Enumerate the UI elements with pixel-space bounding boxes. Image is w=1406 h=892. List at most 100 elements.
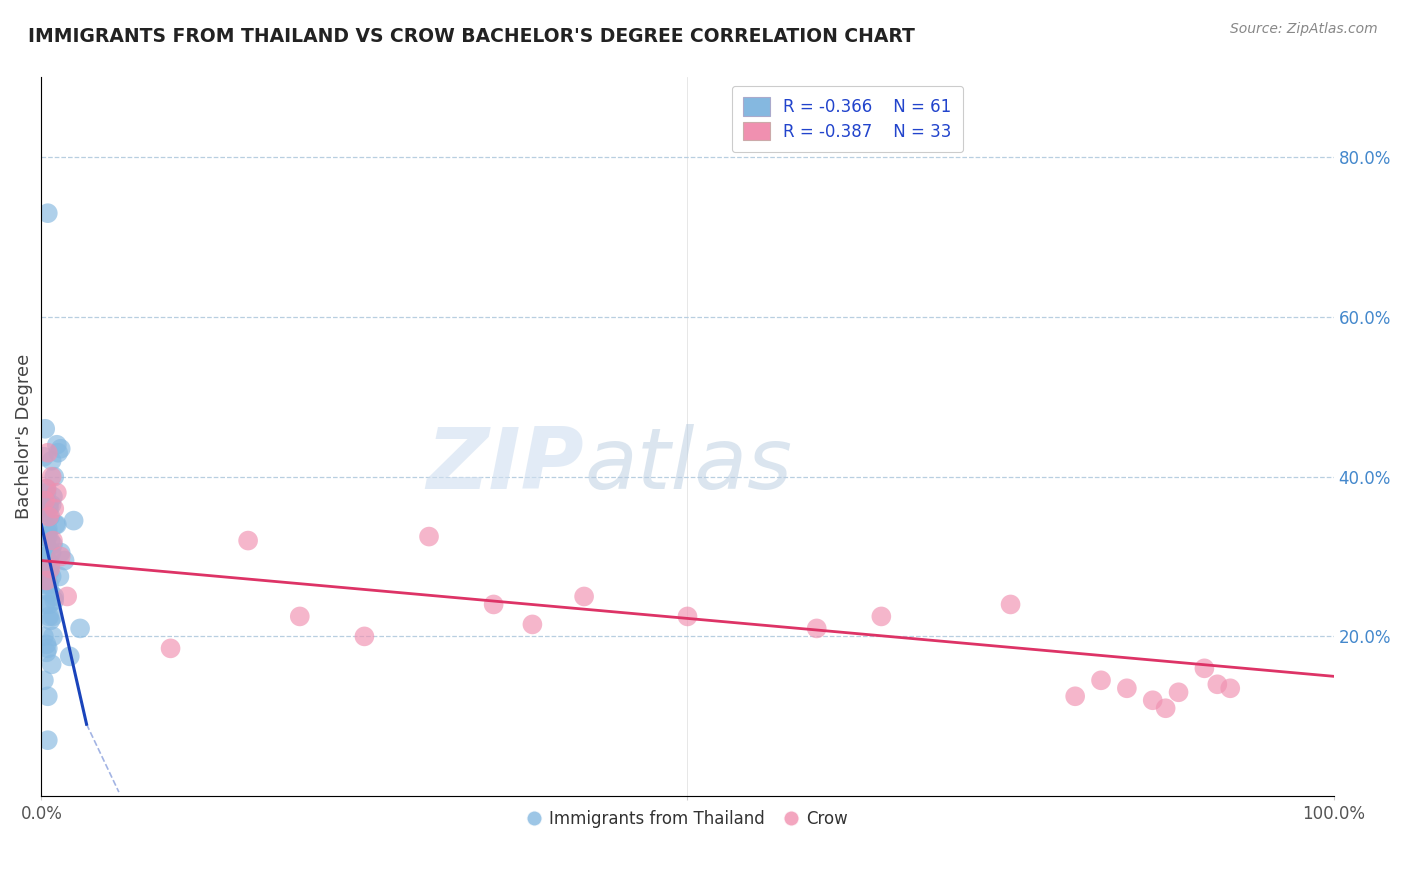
Point	[49, 442, 72, 456]
Point	[37, 733, 59, 747]
Point	[39, 509, 62, 524]
Text: atlas: atlas	[583, 424, 792, 507]
Point	[1142, 693, 1164, 707]
Point	[572, 590, 595, 604]
Point	[1206, 677, 1229, 691]
Text: ZIP: ZIP	[426, 424, 583, 507]
Point	[42, 490, 65, 504]
Point	[44, 501, 66, 516]
Point	[522, 617, 544, 632]
Point	[37, 446, 59, 460]
Point	[37, 522, 59, 536]
Point	[38, 561, 60, 575]
Point	[35, 485, 58, 500]
Point	[34, 577, 56, 591]
Point	[38, 501, 60, 516]
Point	[45, 517, 67, 532]
Point	[482, 598, 505, 612]
Point	[42, 533, 65, 548]
Point	[69, 621, 91, 635]
Point	[38, 598, 60, 612]
Point	[1154, 701, 1177, 715]
Point	[46, 446, 69, 460]
Point	[32, 673, 55, 688]
Point	[45, 517, 67, 532]
Point	[34, 566, 56, 580]
Point	[159, 641, 181, 656]
Point	[49, 549, 72, 564]
Point	[42, 537, 65, 551]
Point	[41, 569, 63, 583]
Point	[41, 498, 63, 512]
Point	[1219, 681, 1241, 696]
Point	[806, 621, 828, 635]
Point	[32, 506, 55, 520]
Point	[45, 485, 67, 500]
Point	[35, 574, 58, 588]
Point	[49, 545, 72, 559]
Point	[42, 609, 65, 624]
Point	[38, 498, 60, 512]
Point	[59, 649, 82, 664]
Point	[44, 590, 66, 604]
Point	[1064, 690, 1087, 704]
Point	[35, 574, 58, 588]
Point	[44, 593, 66, 607]
Text: Source: ZipAtlas.com: Source: ZipAtlas.com	[1230, 22, 1378, 37]
Point	[48, 569, 70, 583]
Point	[39, 614, 62, 628]
Point	[32, 629, 55, 643]
Point	[37, 525, 59, 540]
Point	[37, 206, 59, 220]
Point	[41, 545, 63, 559]
Point	[39, 585, 62, 599]
Point	[35, 482, 58, 496]
Point	[1115, 681, 1137, 696]
Point	[41, 657, 63, 672]
Point	[35, 637, 58, 651]
Point	[39, 558, 62, 572]
Point	[62, 514, 84, 528]
Point	[44, 469, 66, 483]
Point	[1194, 661, 1216, 675]
Legend: Immigrants from Thailand, Crow: Immigrants from Thailand, Crow	[520, 803, 855, 835]
Text: IMMIGRANTS FROM THAILAND VS CROW BACHELOR'S DEGREE CORRELATION CHART: IMMIGRANTS FROM THAILAND VS CROW BACHELO…	[28, 27, 915, 45]
Point	[35, 482, 58, 496]
Point	[41, 469, 63, 483]
Point	[39, 533, 62, 548]
Point	[37, 690, 59, 704]
Point	[38, 566, 60, 580]
Point	[35, 506, 58, 520]
Point	[34, 549, 56, 564]
Point	[418, 530, 440, 544]
Point	[37, 553, 59, 567]
Point	[34, 422, 56, 436]
Point	[34, 530, 56, 544]
Point	[34, 493, 56, 508]
Point	[41, 454, 63, 468]
Point	[37, 530, 59, 544]
Point	[38, 509, 60, 524]
Point	[870, 609, 893, 624]
Point	[56, 590, 79, 604]
Point	[53, 553, 76, 567]
Point	[676, 609, 699, 624]
Point	[34, 598, 56, 612]
Point	[37, 641, 59, 656]
Point	[45, 438, 67, 452]
Point	[35, 537, 58, 551]
Point	[236, 533, 259, 548]
Point	[38, 577, 60, 591]
Point	[39, 561, 62, 575]
Point	[38, 609, 60, 624]
Y-axis label: Bachelor's Degree: Bachelor's Degree	[15, 354, 32, 519]
Point	[1090, 673, 1112, 688]
Point	[1167, 685, 1189, 699]
Point	[35, 645, 58, 659]
Point	[1000, 598, 1022, 612]
Point	[32, 450, 55, 464]
Point	[353, 629, 375, 643]
Point	[288, 609, 311, 624]
Point	[34, 549, 56, 564]
Point	[42, 629, 65, 643]
